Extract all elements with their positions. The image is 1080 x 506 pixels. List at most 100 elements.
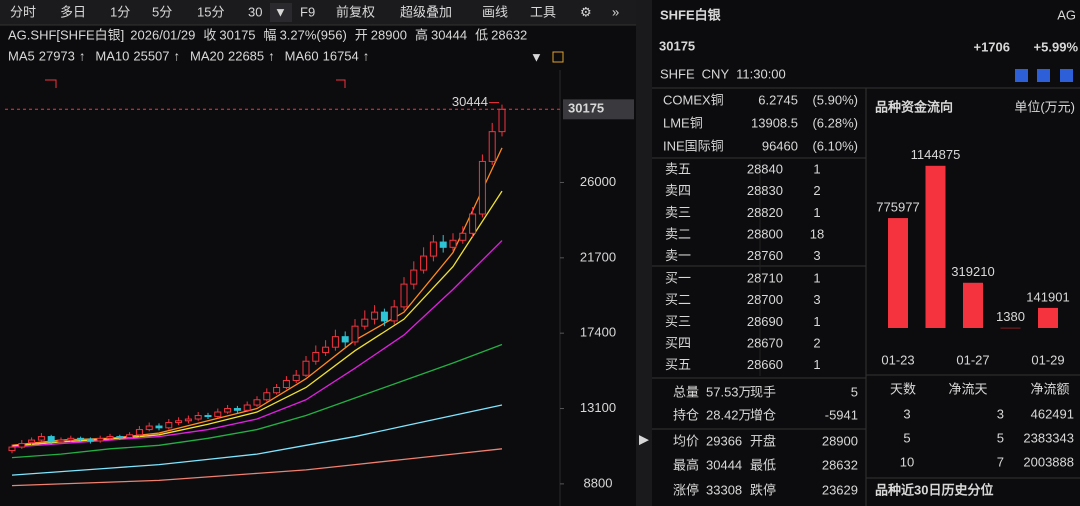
stat-value: 28.42万 <box>706 407 752 422</box>
candle-body <box>429 241 437 257</box>
legend-name: MA20 <box>190 48 224 63</box>
book-label: 买二 <box>665 292 691 307</box>
toolbar-tab[interactable]: F9 <box>300 4 315 19</box>
field-value: 28900 <box>371 27 407 42</box>
toolbar-tab[interactable]: 多日 <box>60 4 86 19</box>
table-cell: 5 <box>997 430 1004 445</box>
stat-label: 总量 <box>673 384 699 399</box>
book-label: 买一 <box>665 270 691 285</box>
flow-date: 01-27 <box>956 352 989 367</box>
stat-value: 23629 <box>822 482 858 497</box>
candle-body <box>439 241 447 248</box>
toolbar-tab[interactable]: 15分 <box>197 4 224 19</box>
collapse-icon[interactable]: ▼ <box>530 49 543 64</box>
lock-icon[interactable] <box>552 51 564 63</box>
candle-body <box>420 255 428 271</box>
toolbar-tab[interactable]: 前复权 <box>336 4 375 19</box>
table-header: 天数 <box>890 381 916 396</box>
more-icon[interactable]: » <box>612 4 619 19</box>
candle-body <box>273 386 281 394</box>
settings-icon[interactable]: ⚙ <box>580 4 592 19</box>
candle-body <box>165 422 173 429</box>
legend-trend: ↑ <box>268 48 275 63</box>
quote-name: SHFE白银 <box>660 7 722 22</box>
candle-body <box>498 108 506 133</box>
stat-value: -5941 <box>825 407 858 422</box>
candle-body <box>351 325 359 343</box>
y-tick-label: 13100 <box>580 400 616 415</box>
legend-name: MA10 <box>95 48 129 63</box>
dropdown[interactable] <box>270 3 292 22</box>
stat-label: 最高 <box>673 457 699 472</box>
legend-value: 27973 <box>39 48 75 63</box>
order-book-prices: 28840 28830 28820 28800 28760 28710 28700 28690… <box>747 161 783 372</box>
toolbar-tab[interactable]: 工具 <box>530 4 556 19</box>
table-cell: 2003888 <box>1023 454 1074 469</box>
candle-body <box>233 408 241 411</box>
table-header: 净流天 <box>948 381 987 396</box>
currency: CNY <box>702 66 730 81</box>
flow-value: 319210 <box>951 264 994 279</box>
book-volume: 3 <box>813 292 820 307</box>
time: 11:30:00 <box>736 66 786 81</box>
table-cell: 2383343 <box>1023 430 1074 445</box>
y-tick-label: 21700 <box>580 249 616 264</box>
legend-value: 25507 <box>133 48 169 63</box>
candle-body <box>243 404 251 411</box>
splitter[interactable] <box>636 0 652 506</box>
flow-value: 141901 <box>1026 289 1069 304</box>
legend-name: MA5 <box>8 48 35 63</box>
flow-date: 01-29 <box>1031 352 1064 367</box>
toolbar-tab[interactable]: 5分 <box>152 4 172 19</box>
exchange: SHFE <box>660 66 695 81</box>
field-value: 30175 <box>219 27 255 42</box>
last-price-box <box>563 99 634 120</box>
book-volume: 18 <box>810 227 824 242</box>
book-volume: 1 <box>813 205 820 220</box>
candle-body <box>86 438 94 442</box>
field-value: 28632 <box>491 27 527 42</box>
book-price: 28660 <box>747 357 783 372</box>
stat-label: 开盘 <box>750 433 776 448</box>
book-volume: 2 <box>813 183 820 198</box>
toolbar-tab[interactable]: 30 <box>248 4 262 19</box>
stat-value: 33308 <box>706 482 742 497</box>
candle-body <box>106 436 114 439</box>
stat-value: 28632 <box>822 457 858 472</box>
candle-body <box>184 418 192 422</box>
toolbar-tab[interactable]: 分时 <box>10 4 36 19</box>
toolbar <box>0 0 636 25</box>
edit-icon[interactable] <box>1015 69 1028 82</box>
stat-label: 增仓 <box>750 407 776 422</box>
toolbar-tab[interactable]: 超级叠加 <box>400 4 452 19</box>
toolbar-tab[interactable]: 画线 <box>482 4 508 19</box>
stat-label: 均价 <box>673 433 699 448</box>
field-label: 高 <box>415 27 428 42</box>
expand-arrow[interactable]: ▶ <box>639 431 649 446</box>
candle-body <box>175 420 183 424</box>
add-icon[interactable] <box>1060 69 1073 82</box>
flow-value: 1380 <box>996 309 1025 324</box>
related-pct: (6.10%) <box>812 138 858 153</box>
candle-body <box>28 439 36 444</box>
book-price: 28710 <box>747 270 783 285</box>
stat-value: 29366 <box>706 433 742 448</box>
flow-value: 1144875 <box>911 147 961 162</box>
toolbar-tab[interactable]: 1分 <box>110 4 130 19</box>
table-cell: 5 <box>903 430 910 445</box>
book-price: 28670 <box>747 336 783 351</box>
alert-icon[interactable] <box>1037 69 1050 82</box>
symbol: AG.SHF[SHFE白银] <box>8 27 124 42</box>
panel-title: 品种资金流向 <box>875 99 953 114</box>
dropdown-arrow[interactable]: ▼ <box>274 4 287 19</box>
candle-body <box>57 439 65 443</box>
candle-body <box>322 346 330 353</box>
candle-body <box>126 434 134 438</box>
flow-date: 01-23 <box>881 352 914 367</box>
candle-body <box>312 351 320 362</box>
flow-bar <box>888 218 908 328</box>
book-volume: 1 <box>813 270 820 285</box>
stat-label: 最低 <box>750 457 776 472</box>
candle-body <box>67 437 75 441</box>
